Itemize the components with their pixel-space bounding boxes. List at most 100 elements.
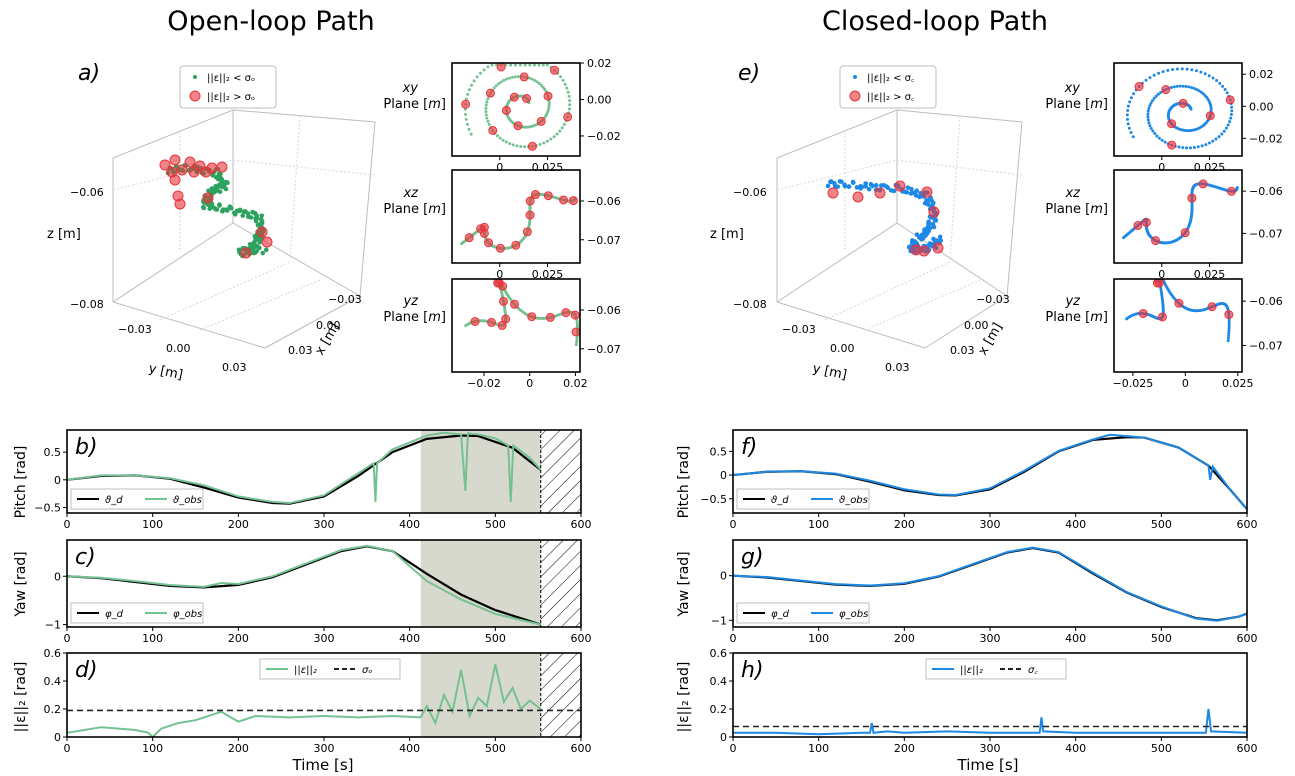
a-xy-point	[509, 63, 513, 67]
h-ytick-label: 0	[720, 731, 727, 744]
a-xy-point	[537, 82, 541, 86]
a-xy-outlier-point	[509, 92, 519, 102]
e-yz-point	[1227, 334, 1231, 338]
e-xy-point	[1175, 84, 1179, 88]
e-xy-point	[1152, 96, 1156, 100]
a-3d-box-back	[112, 109, 376, 297]
a-xy-point	[566, 90, 570, 94]
e-3d-outlier	[874, 187, 886, 199]
d-ytick-label: 0	[54, 731, 61, 744]
a-xy-point	[563, 82, 567, 86]
g-xtick-label: 100	[808, 632, 829, 645]
d-hatched-region	[540, 653, 581, 737]
a-xy-frame	[451, 62, 581, 157]
a-xy-ytick-label: 0.02	[587, 57, 612, 70]
e-yz-xtick-label: −0.025	[1113, 377, 1154, 390]
e-yz-outlier-point	[1157, 312, 1167, 322]
legend-c-label-0: φ_d	[105, 609, 124, 620]
label-e-xz: xz Plane [m]	[1045, 186, 1108, 217]
a-3d-point	[260, 250, 266, 256]
e-3d-point	[937, 234, 943, 240]
a-3d-point	[249, 246, 255, 251]
a-yz-ytick-label: −0.06	[587, 304, 621, 317]
e-xy-point	[1185, 146, 1189, 150]
a-xy-outlier-point	[550, 65, 560, 75]
svg-text:0.00: 0.00	[830, 342, 855, 355]
h-xtick-label: 500	[1151, 742, 1172, 755]
legend-a-label-0: ||ε||₂ < σₒ	[207, 73, 255, 84]
svg-text:−0.08: −0.08	[733, 298, 767, 311]
a-yz-point	[574, 343, 578, 347]
g-series-1	[732, 546, 1248, 622]
a-3d-point	[252, 210, 258, 216]
g-xtick-label: 300	[980, 632, 1001, 645]
f-xtick-label: 600	[1237, 518, 1258, 531]
a-xy-outlier-point	[563, 112, 573, 122]
label-e-xy: xy Plane [m]	[1045, 81, 1108, 112]
a-3d-outlier	[169, 174, 181, 186]
c-hatched-region	[540, 540, 581, 627]
a-xy-xtick-label: 0.025	[532, 161, 564, 174]
e-xy-point	[1180, 67, 1184, 71]
b-ytick-label: 0.5	[44, 446, 62, 459]
a-xy-point	[508, 142, 512, 146]
d-xtick-label: 500	[485, 742, 506, 755]
f-xtick-label: 500	[1151, 518, 1172, 531]
e-xy-point	[1177, 145, 1181, 149]
a-xy-xtick-label: 0	[496, 161, 503, 174]
e-xy-point	[1199, 70, 1203, 74]
a-xy-point	[552, 135, 556, 139]
e-xy-point	[1153, 132, 1157, 136]
e-xy-point	[1215, 79, 1219, 83]
legend-d	[259, 658, 401, 680]
a-xz-outlier-point	[525, 196, 535, 206]
svg-text:−0.03: −0.03	[976, 293, 1010, 306]
e-xy-point	[1204, 143, 1208, 147]
a-xy-point	[516, 75, 520, 79]
a-ztick-1: −0.06	[70, 186, 104, 199]
legend-h	[925, 658, 1067, 680]
a-xz-outlier-point	[525, 210, 535, 220]
a-3d-point	[214, 207, 220, 212]
e-xy-point	[1178, 84, 1182, 88]
a-yz-frame	[451, 278, 581, 373]
e-xy-point	[1157, 136, 1161, 140]
legend-b-label-1: ϑ_obs	[173, 495, 202, 506]
e-xy-point	[1211, 76, 1215, 80]
label-e-yz: yz Plane [m]	[1045, 294, 1108, 325]
e-xy-point	[1132, 92, 1136, 96]
a-ytick-1: −0.03	[118, 323, 152, 336]
g-ytick-label: 0	[720, 570, 727, 583]
a-3d-point	[217, 203, 222, 208]
e-yz-ytick-label: −0.07	[1249, 339, 1283, 352]
a-xz-xtick-label: 0.025	[532, 268, 564, 281]
a-yz-xtick-label: 0.02	[563, 377, 588, 390]
e-xy-xtick-label: 0.025	[1194, 161, 1226, 174]
e-xy-point	[1144, 78, 1148, 82]
a-xy-point	[528, 76, 532, 80]
e-xy-point	[1161, 70, 1165, 74]
b-xtick-label: 600	[571, 518, 592, 531]
a-xz-outlier-point	[543, 191, 553, 201]
a-yz-outlier-point	[527, 312, 537, 322]
e-xy-point	[1228, 120, 1232, 124]
a-xy-point	[498, 136, 502, 140]
a-xy-outlier-point	[488, 125, 498, 135]
a-yz-xtick-label: −0.02	[467, 377, 501, 390]
e-xy-point	[1224, 126, 1228, 130]
e-xy-point	[1157, 71, 1161, 75]
a-3d-point	[210, 173, 216, 178]
a-xy-point	[486, 65, 490, 69]
e-3d-point	[934, 238, 940, 243]
a-xy-point	[568, 99, 572, 103]
a-xy-point	[513, 63, 517, 67]
a-3d-outlier	[216, 161, 228, 173]
g-xtick-label: 200	[894, 632, 915, 645]
e-xy-point	[1146, 112, 1150, 116]
e-xy-point	[1126, 108, 1130, 112]
e-xz-outlier-point	[1141, 217, 1151, 227]
a-3d-outlier	[176, 164, 188, 176]
a-ytick-2: 0.00	[166, 342, 191, 355]
e-yz-point	[1227, 324, 1231, 328]
e-yz-outlier-point	[1207, 302, 1217, 312]
